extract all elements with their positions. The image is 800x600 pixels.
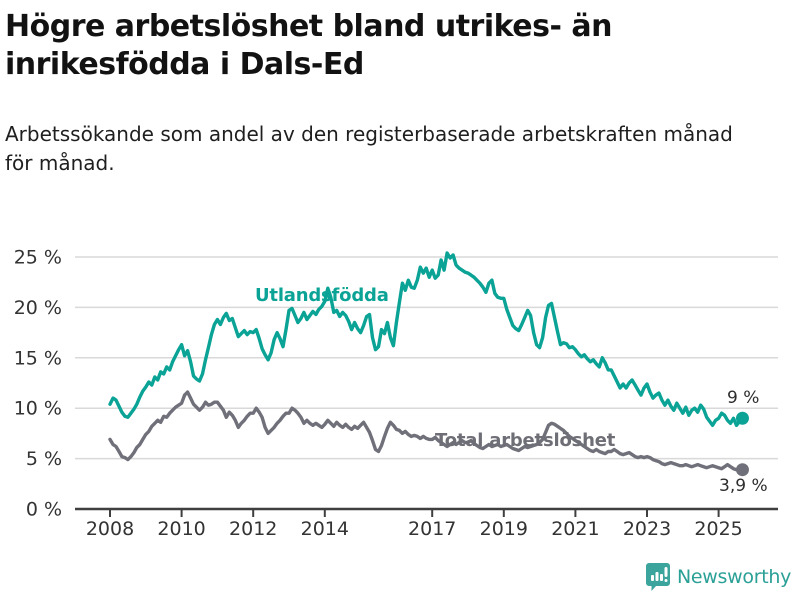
y-axis-tick-label: 0 % <box>26 499 62 521</box>
newsworthy-logo: Newsworthy <box>646 562 791 592</box>
y-axis-tick-label: 15 % <box>14 347 62 369</box>
y-axis-tick-label: 20 % <box>14 297 62 319</box>
y-axis-tick-label: 25 % <box>14 247 62 269</box>
x-axis-tick-label: 2014 <box>301 518 349 540</box>
end-dot-utlandsfodda <box>735 411 749 425</box>
series-label-utlandsfodda: Utlandsfödda <box>255 285 389 306</box>
series-label-total-arbetsloshet: Total arbetslöshet <box>435 430 616 451</box>
x-axis-tick-label: 2017 <box>408 518 456 540</box>
end-value-label-total: 3,9 % <box>719 476 768 496</box>
end-dot-total <box>735 463 749 477</box>
end-value-label-utlandsfodda: 9 % <box>727 388 760 408</box>
bar-chart-speech-bubble-icon <box>646 563 670 591</box>
page-subtitle: Arbetssökande som andel av den registerb… <box>5 122 733 175</box>
series-line-total <box>108 390 745 472</box>
y-axis-tick-label: 5 % <box>26 448 62 470</box>
x-axis-tick-label: 2021 <box>551 518 599 540</box>
x-axis-tick-label: 2008 <box>86 518 134 540</box>
x-axis-tick-label: 2025 <box>694 518 742 540</box>
brand-name: Newsworthy <box>677 566 792 588</box>
x-axis-tick-label: 2012 <box>229 518 277 540</box>
series-line-utlandsfodda <box>108 251 745 427</box>
y-axis-tick-label: 10 % <box>14 398 62 420</box>
page-title: Högre arbetslöshet bland utrikes- än inr… <box>5 9 612 82</box>
x-axis-tick-label: 2010 <box>157 518 205 540</box>
x-axis-tick-label: 2019 <box>480 518 528 540</box>
x-axis-tick-label: 2023 <box>623 518 671 540</box>
